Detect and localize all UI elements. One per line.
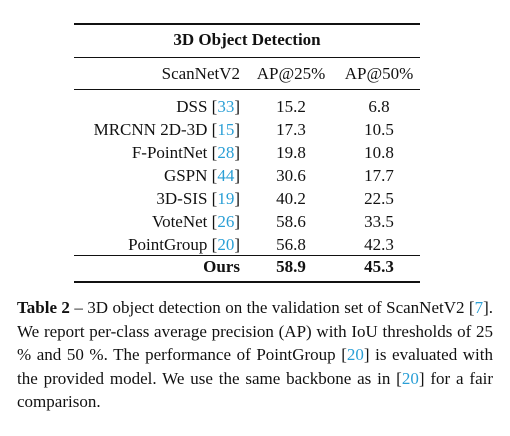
caption-ref-link[interactable]: 7: [474, 298, 484, 317]
citation-link[interactable]: 28: [217, 143, 235, 162]
method-name: MRCNN 2D-3D: [93, 120, 208, 139]
table-row: GSPN [44] 30.6 17.7: [74, 164, 420, 187]
ours-ap50: 45.3: [364, 257, 394, 276]
caption-part3: ] is evaluated with the provided model. …: [17, 345, 493, 388]
method-cell: DSS [33]: [176, 97, 240, 116]
method-name: F-PointNet: [131, 143, 208, 162]
caption-ref-link[interactable]: 20: [401, 368, 419, 388]
header-dataset: ScanNetV2: [161, 64, 240, 83]
ap50-cell: 17.7: [364, 166, 394, 185]
ap50-cell: 33.5: [364, 212, 394, 231]
method-cell: F-PointNet [28]: [131, 143, 240, 162]
table-row: DSS [33] 15.2 6.8: [74, 95, 420, 118]
method-name: GSPN: [163, 166, 208, 185]
table-row: 3D-SIS [19] 40.2 22.5: [74, 187, 420, 210]
ours-row: Ours 58.9 45.3: [74, 255, 420, 278]
ap25-cell: 17.3: [276, 120, 306, 139]
header-ap25: AP@25%: [256, 64, 326, 83]
title-rule: [74, 57, 420, 58]
citation-link[interactable]: 15: [217, 120, 235, 139]
ap50-cell: 6.8: [368, 97, 390, 116]
method-cell: 3D-SIS [19]: [156, 189, 240, 208]
caption-part2: ]. We report per-class average precision…: [17, 298, 493, 364]
table-caption: Table 2 – 3D object detection on the val…: [17, 296, 493, 414]
ours-method: Ours: [203, 257, 240, 276]
ap50-cell: 22.5: [364, 189, 394, 208]
ap50-cell: 10.5: [364, 120, 394, 139]
ap25-cell: 40.2: [276, 189, 306, 208]
method-cell: MRCNN 2D-3D [15]: [93, 120, 240, 139]
method-cell: GSPN [44]: [163, 166, 240, 185]
header-ap50: AP@50%: [344, 64, 414, 83]
bottom-rule: [74, 281, 420, 283]
method-cell: PointGroup [20]: [128, 235, 240, 254]
caption-label: Table 2: [17, 298, 70, 317]
ap50-cell: 42.3: [364, 235, 394, 254]
method-name: VoteNet: [152, 212, 208, 231]
citation-link[interactable]: 20: [217, 235, 235, 254]
citation-link[interactable]: 44: [217, 166, 235, 185]
top-rule: [74, 23, 420, 25]
caption-part4: ] for a fair comparison.: [17, 368, 493, 412]
table-title: 3D Object Detection: [173, 30, 321, 49]
header-rule: [74, 89, 420, 90]
citation-link[interactable]: 19: [217, 189, 235, 208]
caption-dash: –: [69, 298, 88, 317]
table-row: F-PointNet [28] 19.8 10.8: [74, 141, 420, 164]
ours-rule: [74, 255, 420, 256]
ap25-cell: 56.8: [276, 235, 306, 254]
caption-part1: 3D object detection on the validation se…: [87, 298, 475, 317]
citation-link[interactable]: 33: [217, 97, 235, 116]
table-row: MRCNN 2D-3D [15] 17.3 10.5: [74, 118, 420, 141]
method-cell: VoteNet [26]: [152, 212, 240, 231]
header-row: ScanNetV2 AP@25% AP@50%: [74, 62, 420, 85]
ap25-cell: 58.6: [276, 212, 306, 231]
ours-ap25: 58.9: [276, 257, 306, 276]
ap25-cell: 15.2: [276, 97, 306, 116]
table-row: VoteNet [26] 58.6 33.5: [74, 210, 420, 233]
method-name: 3D-SIS: [156, 189, 208, 208]
method-name: PointGroup: [128, 235, 208, 254]
table-row: PointGroup [20] 56.8 42.3: [74, 233, 420, 256]
method-name: DSS: [176, 97, 208, 116]
ap50-cell: 10.8: [364, 143, 394, 162]
caption-ref-link[interactable]: 20: [346, 345, 364, 364]
citation-link[interactable]: 26: [217, 212, 235, 231]
ap25-cell: 30.6: [276, 166, 306, 185]
ap25-cell: 19.8: [276, 143, 306, 162]
